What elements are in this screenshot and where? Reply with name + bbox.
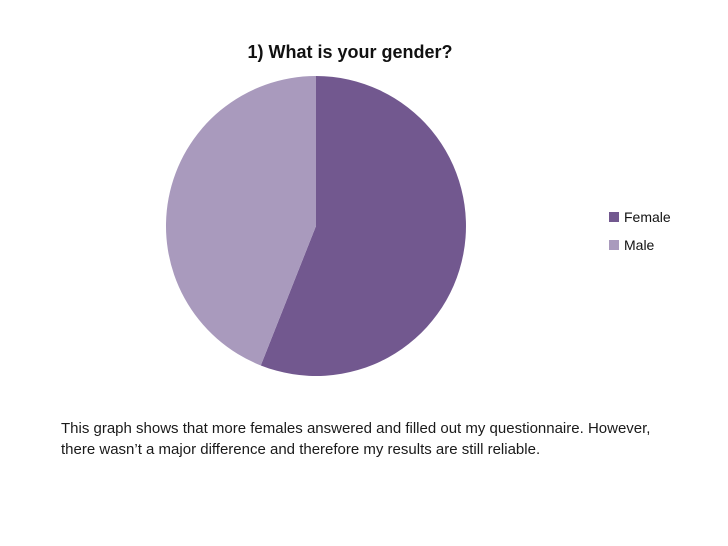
caption-text: This graph shows that more females answe… — [61, 420, 651, 458]
pie-slice-male — [165, 76, 316, 366]
legend-label-female: Female — [624, 209, 671, 225]
legend-swatch-female — [609, 212, 619, 222]
chart-legend: Female Male — [609, 203, 671, 259]
legend-item-female: Female — [609, 203, 671, 231]
chart-title: 1) What is your gender? — [247, 42, 453, 62]
legend-swatch-male — [609, 240, 619, 250]
legend-item-male: Male — [609, 231, 671, 259]
pie-slice-female — [260, 76, 466, 376]
legend-label-male: Male — [624, 237, 655, 253]
